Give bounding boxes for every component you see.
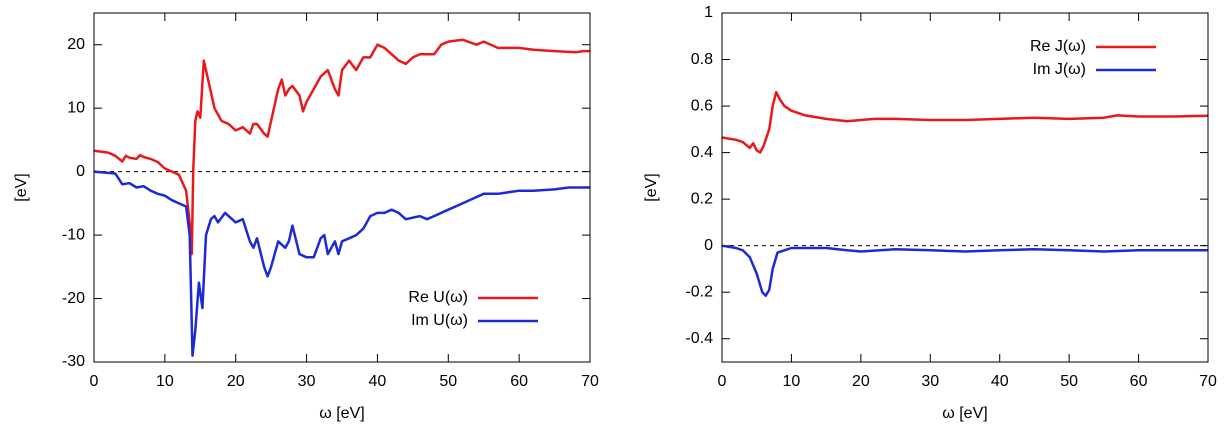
y-tick-label: -0.2 bbox=[685, 283, 713, 300]
x-axis-label: ω [eV] bbox=[319, 405, 364, 422]
y-tick-label: 20 bbox=[67, 36, 85, 53]
y-tick-label: 0 bbox=[76, 163, 85, 180]
x-tick-label: 30 bbox=[298, 373, 316, 390]
x-tick-label: 40 bbox=[369, 373, 387, 390]
plot-frame bbox=[93, 12, 591, 363]
x-tick-label: 10 bbox=[783, 373, 801, 390]
legend-label: Re J(ω) bbox=[1030, 38, 1086, 55]
x-axis-label: ω [eV] bbox=[942, 405, 987, 422]
y-tick-label: -10 bbox=[62, 226, 85, 243]
legend-label: Im U(ω) bbox=[411, 312, 468, 329]
line-series bbox=[721, 90, 1209, 154]
x-tick-label: 50 bbox=[1060, 373, 1078, 390]
x-tick-label: 30 bbox=[921, 373, 939, 390]
plot-frame bbox=[721, 12, 1209, 363]
x-tick-label: 40 bbox=[991, 373, 1009, 390]
y-tick-label: 0 bbox=[704, 237, 713, 254]
y-tick-label: 0.4 bbox=[691, 144, 713, 161]
y-tick-label: 0.6 bbox=[691, 97, 713, 114]
x-tick-label: 60 bbox=[510, 373, 528, 390]
x-tick-label: 0 bbox=[90, 373, 99, 390]
legend-label: Re U(ω) bbox=[408, 289, 468, 306]
y-tick-label: -0.4 bbox=[685, 330, 713, 347]
line-series bbox=[93, 38, 590, 256]
x-tick-label: 70 bbox=[581, 373, 599, 390]
y-axis-label: [eV] bbox=[643, 173, 660, 201]
x-tick-label: 10 bbox=[156, 373, 174, 390]
x-tick-label: 70 bbox=[1199, 373, 1217, 390]
line-series bbox=[721, 244, 1208, 297]
y-tick-label: 1 bbox=[704, 4, 713, 21]
y-tick-label: 10 bbox=[67, 99, 85, 116]
x-tick-label: 20 bbox=[852, 373, 870, 390]
legend-label: Im J(ω) bbox=[1033, 61, 1086, 78]
x-tick-label: 20 bbox=[227, 373, 245, 390]
x-tick-label: 60 bbox=[1130, 373, 1148, 390]
y-tick-label: -20 bbox=[62, 290, 85, 307]
y-tick-label: 0.8 bbox=[691, 51, 713, 68]
x-tick-label: 50 bbox=[439, 373, 457, 390]
x-tick-label: 0 bbox=[718, 373, 727, 390]
y-axis-label: [eV] bbox=[13, 173, 30, 201]
line-series bbox=[93, 170, 590, 357]
y-tick-label: 0.2 bbox=[691, 190, 713, 207]
y-tick-label: -30 bbox=[62, 353, 85, 370]
